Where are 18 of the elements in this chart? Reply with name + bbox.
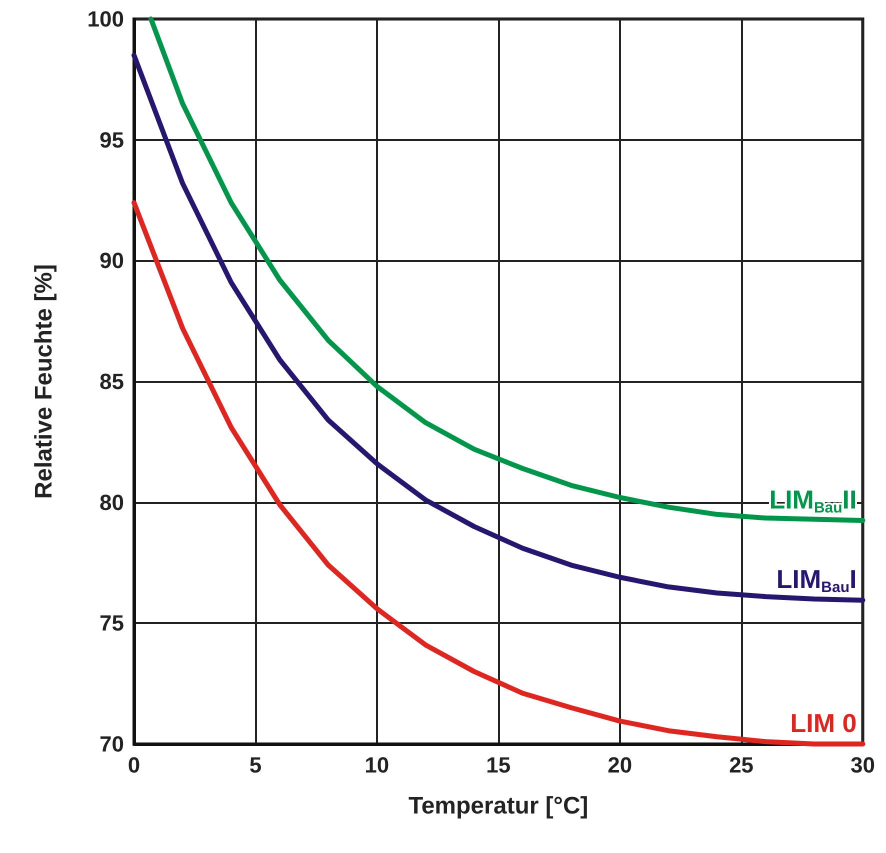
y-tick-label: 80 bbox=[100, 490, 124, 515]
x-tick-label: 20 bbox=[608, 752, 632, 778]
x-tick-label: 0 bbox=[128, 752, 140, 778]
x-tick-label: 25 bbox=[729, 752, 754, 778]
y-axis-title: Relative Feuchte [%] bbox=[30, 264, 58, 499]
series-label: LIM 0 bbox=[790, 708, 857, 738]
x-tick-label: 5 bbox=[249, 752, 262, 778]
series-label: LIM$_{Bau}$I bbox=[776, 564, 857, 596]
y-tick-label: 100 bbox=[87, 6, 124, 32]
y-tick-label: 95 bbox=[100, 127, 124, 152]
x-tick-label: 15 bbox=[486, 752, 511, 778]
x-axis-title: Temperatur [°C] bbox=[408, 792, 588, 820]
y-tick-label: 85 bbox=[100, 369, 124, 394]
y-tick-label: 75 bbox=[100, 610, 124, 636]
x-tick-label: 10 bbox=[364, 752, 390, 778]
y-tick-label: 90 bbox=[100, 248, 124, 274]
x-tick-label: 30 bbox=[850, 752, 876, 778]
y-tick-label: 70 bbox=[100, 732, 124, 756]
